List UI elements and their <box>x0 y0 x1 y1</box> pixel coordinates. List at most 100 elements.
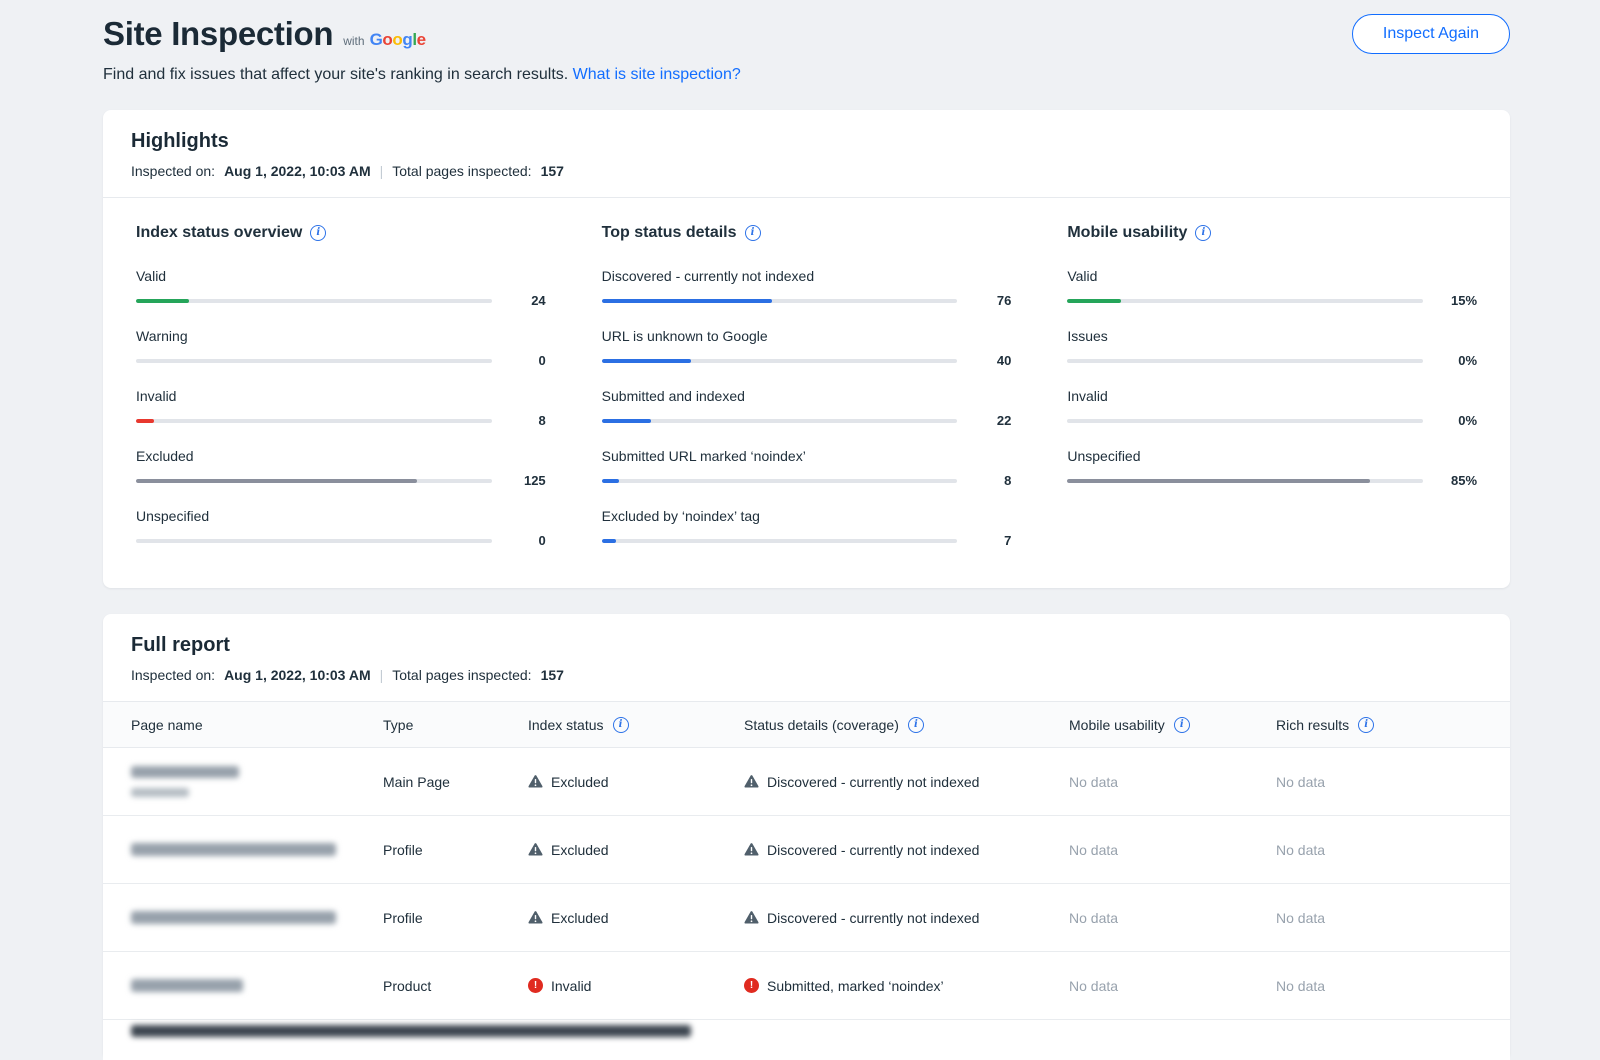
blurred-text <box>131 843 336 856</box>
metric-value: 0 <box>538 533 546 548</box>
metric-value: 76 <box>996 293 1012 308</box>
metric-warning: Warning 0 <box>136 328 546 368</box>
table-row[interactable]: Profile Excluded Discovered - currently … <box>103 884 1510 952</box>
page-title: Site Inspection <box>103 15 334 52</box>
warning-icon <box>528 775 543 788</box>
full-report-card-head: Full report Inspected on: Aug 1, 2022, 1… <box>103 614 1510 702</box>
metric-url-unknown: URL is unknown to Google 40 <box>601 328 1012 368</box>
metric-excluded: Excluded 125 <box>136 448 546 488</box>
panel-top-status-details: Top status details Discovered - currentl… <box>601 224 1012 548</box>
blurred-text <box>131 788 189 797</box>
index-status-cell: Invalid <box>528 978 744 994</box>
page-type: Main Page <box>383 773 450 790</box>
metric-value: 15% <box>1450 293 1478 308</box>
warning-icon <box>744 843 759 856</box>
metric-submitted-indexed: Submitted and indexed 22 <box>601 388 1012 428</box>
progress-track <box>601 418 958 423</box>
metric-value: 8 <box>1004 473 1012 488</box>
total-pages-label: Total pages inspected: <box>392 667 532 683</box>
progress-track <box>136 298 492 303</box>
metric-value: 0 <box>538 353 546 368</box>
mobile-usability-value: No data <box>1069 977 1119 994</box>
metric-value: 40 <box>996 353 1012 368</box>
blurred-text <box>131 979 243 992</box>
with-label: with <box>343 34 365 48</box>
metric-value: 85% <box>1450 473 1478 488</box>
info-icon[interactable] <box>310 225 327 241</box>
metric-valid: Valid 15% <box>1067 268 1478 308</box>
progress-fill <box>601 478 620 483</box>
page-name-blurred <box>131 911 383 924</box>
status-details-text: Discovered - currently not indexed <box>767 909 980 926</box>
status-details-cell: Submitted, marked ‘noindex’ <box>744 978 1069 994</box>
status-details-text: Submitted, marked ‘noindex’ <box>767 977 944 994</box>
warning-icon <box>528 911 543 924</box>
status-details-text: Discovered - currently not indexed <box>767 841 980 858</box>
index-status-cell: Excluded <box>528 910 744 926</box>
inspect-again-button[interactable]: Inspect Again <box>1351 14 1510 54</box>
metric-value: 7 <box>1004 533 1012 548</box>
progress-track <box>1067 298 1424 303</box>
info-icon[interactable] <box>1358 716 1375 733</box>
index-status-cell: Excluded <box>528 774 744 790</box>
metric-invalid: Invalid 0% <box>1067 388 1478 428</box>
blurred-text-dark <box>131 1025 691 1037</box>
inspected-on-label: Inspected on: <box>131 163 216 179</box>
rich-results-value: No data <box>1276 841 1326 858</box>
inspected-on-value: Aug 1, 2022, 10:03 AM <box>224 163 371 179</box>
total-pages-value: 157 <box>540 163 564 179</box>
panel-title-label: Top status details <box>601 224 737 241</box>
progress-track <box>136 538 492 543</box>
info-icon[interactable] <box>744 225 761 241</box>
column-type: Type <box>383 716 414 733</box>
status-details-cell: Discovered - currently not indexed <box>744 910 1069 926</box>
progress-fill <box>601 358 691 363</box>
panel-title-label: Mobile usability <box>1067 224 1188 241</box>
page-subtitle: Find and fix issues that affect your sit… <box>103 66 1510 84</box>
what-is-site-inspection-link[interactable]: What is site inspection? <box>572 66 741 83</box>
table-row[interactable]: Main Page Excluded Discovered - currentl… <box>103 748 1510 816</box>
page-type: Profile <box>383 909 423 926</box>
progress-fill <box>1067 478 1370 483</box>
mobile-usability-value: No data <box>1069 841 1119 858</box>
warning-icon <box>744 775 759 788</box>
info-icon[interactable] <box>907 716 924 733</box>
full-report-meta: Inspected on: Aug 1, 2022, 10:03 AM | To… <box>131 667 1482 683</box>
metric-value: 24 <box>531 293 546 308</box>
mobile-usability-value: No data <box>1069 773 1119 790</box>
table-row[interactable]: Profile Excluded Discovered - currently … <box>103 816 1510 884</box>
rich-results-value: No data <box>1276 773 1326 790</box>
page-type: Product <box>383 977 432 994</box>
inspected-on-label: Inspected on: <box>131 667 216 683</box>
progress-track <box>1067 358 1424 363</box>
site-inspection-page: Site Inspection with Google Inspect Agai… <box>0 0 1600 970</box>
progress-fill <box>136 298 190 303</box>
status-details-cell: Discovered - currently not indexed <box>744 842 1069 858</box>
metric-issues: Issues 0% <box>1067 328 1478 368</box>
subtitle-text: Find and fix issues that affect your sit… <box>103 66 569 83</box>
metric-unspecified: Unspecified 85% <box>1067 448 1478 488</box>
index-status-text: Invalid <box>551 977 592 994</box>
metric-value: 8 <box>538 413 546 428</box>
progress-fill <box>601 298 773 303</box>
progress-track <box>136 478 492 483</box>
progress-track <box>136 418 492 423</box>
panel-mobile-usability: Mobile usability Valid 15% Issues 0% <box>1067 224 1477 548</box>
metric-invalid: Invalid 8 <box>136 388 546 428</box>
index-status-text: Excluded <box>551 773 609 790</box>
info-icon[interactable] <box>612 716 629 733</box>
error-icon <box>528 978 543 993</box>
info-icon[interactable] <box>1195 225 1212 241</box>
table-row[interactable]: Product Invalid Submitted, marked ‘noind… <box>103 952 1510 1037</box>
report-table-header: Page name Type Index status Status detai… <box>103 702 1510 748</box>
info-icon[interactable] <box>1173 716 1190 733</box>
blurred-text <box>131 766 239 778</box>
column-rich-results: Rich results <box>1276 716 1510 733</box>
metric-discovered-not-indexed: Discovered - currently not indexed 76 <box>601 268 1012 308</box>
column-mobile-usability: Mobile usability <box>1069 716 1276 733</box>
progress-track <box>601 538 958 543</box>
page-name-blurred <box>131 843 383 856</box>
google-letter: o <box>392 30 403 49</box>
highlights-panels: Index status overview Valid 24 Warning 0 <box>103 198 1510 588</box>
total-pages-value: 157 <box>540 667 564 683</box>
